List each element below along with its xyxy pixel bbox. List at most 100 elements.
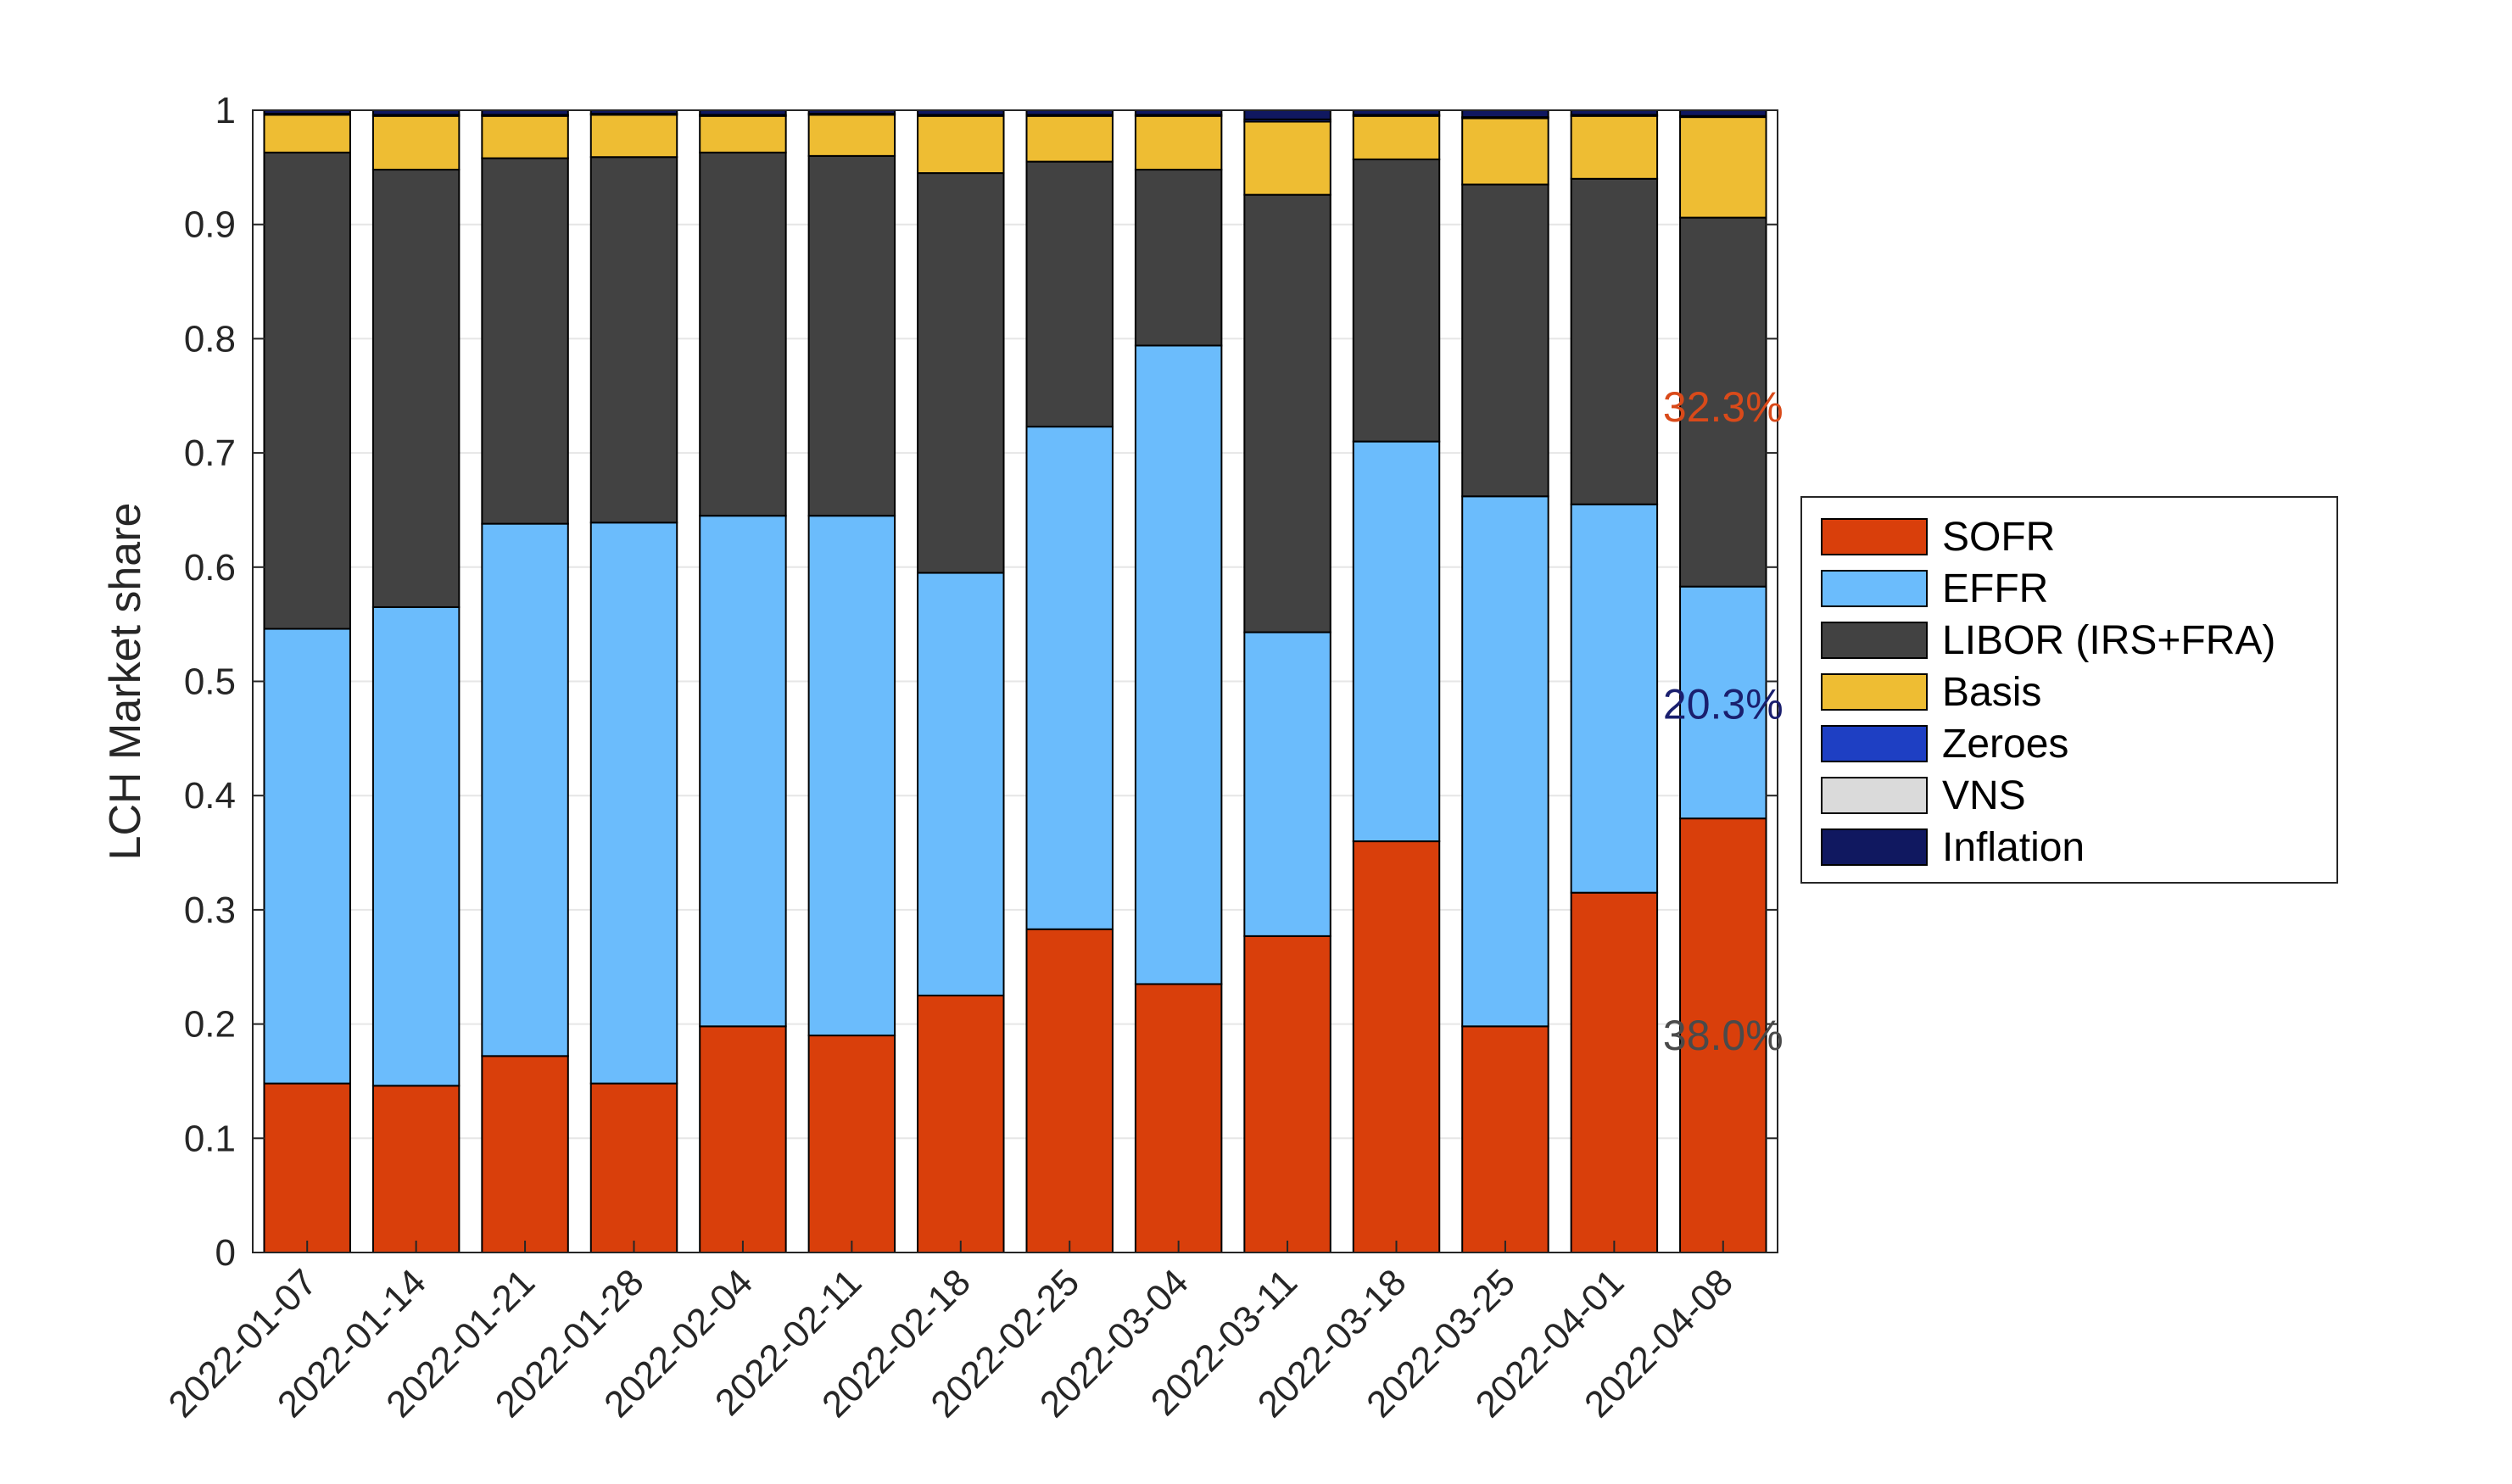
y-tick-label: 1 (215, 90, 236, 131)
bar-segment-sofr (1679, 817, 1767, 1253)
bar-segment-effr (917, 572, 1005, 996)
bar-segment-basis (371, 114, 461, 171)
bar-segment-sofr (699, 1025, 787, 1253)
bar-segment-libor-irs-fra (1352, 158, 1441, 443)
legend-swatch (1821, 518, 1928, 555)
legend-item: SOFR (1821, 515, 2055, 560)
y-tick-label: 0 (215, 1232, 236, 1274)
annotation-label: 20.3% (1663, 680, 1784, 728)
y-tick-label: 0.4 (184, 775, 236, 817)
bar-segment-libor-irs-fra (1025, 160, 1114, 428)
bar-segment-libor-irs-fra (1243, 193, 1331, 633)
y-tick-label: 0.8 (184, 318, 236, 360)
bar-segment-effr (807, 515, 896, 1037)
bar-segment-libor-irs-fra (1679, 216, 1767, 588)
y-tick-label: 0.9 (184, 204, 236, 246)
legend: SOFR EFFR LIBOR (IRS+FRA) Basis Zeroes VNS Inf… (1800, 496, 2338, 884)
bar-segment-basis (699, 114, 787, 153)
bar-segment-basis (1461, 117, 1549, 186)
legend-swatch (1821, 828, 1928, 866)
bar-segment-effr (1243, 631, 1331, 937)
bar-segment-basis (1134, 114, 1223, 171)
legend-item: LIBOR (IRS+FRA) (1821, 618, 2275, 663)
bar-segment-sofr (1134, 983, 1223, 1253)
legend-label: Zeroes (1942, 722, 2068, 767)
bar-segment-basis (1243, 120, 1331, 196)
bar-segment-basis (1679, 116, 1767, 219)
y-tick-label: 0.7 (184, 432, 236, 474)
bar-segment-basis (917, 114, 1005, 175)
bar-segment-effr (699, 515, 787, 1028)
legend-item: Inflation (1821, 825, 2085, 870)
y-tick-label: 0.3 (184, 890, 236, 931)
bar-segment-sofr (1461, 1025, 1549, 1253)
bar-segment-libor-irs-fra (589, 156, 678, 524)
legend-swatch (1821, 725, 1928, 762)
bar-segment-inflation (1461, 109, 1549, 119)
bar-segment-libor-irs-fra (699, 151, 787, 517)
bar-segment-libor-irs-fra (1134, 169, 1223, 347)
legend-item: Zeroes (1821, 722, 2068, 767)
bar-segment-sofr (589, 1082, 678, 1254)
annotations: 32.3% 20.3% 38.0% (1663, 383, 1784, 1059)
legend-swatch (1821, 622, 1928, 659)
bar-segment-effr (1025, 426, 1114, 930)
y-tick-label: 0.5 (184, 661, 236, 703)
bar-segment-effr (589, 522, 678, 1085)
legend-items: SOFR EFFR LIBOR (IRS+FRA) Basis Zeroes VNS Inf… (1821, 515, 2275, 870)
bar-segment-libor-irs-fra (481, 157, 569, 525)
bar-segment-sofr (371, 1085, 461, 1254)
annotation-label: 32.3% (1663, 383, 1784, 431)
bar-segment-sofr (1352, 840, 1441, 1254)
bar-segment-effr (1134, 344, 1223, 985)
bar-segment-basis (589, 114, 678, 159)
bar-segment-libor-irs-fra (1570, 177, 1659, 505)
bar-segment-basis (1352, 114, 1441, 160)
legend-item: VNS (1821, 773, 2026, 818)
legend-swatch (1821, 570, 1928, 607)
bar-segment-effr (1570, 503, 1659, 894)
bar-segment-basis (1570, 114, 1659, 180)
y-tick-label: 0.2 (184, 1004, 236, 1046)
bar-segment-inflation (1679, 109, 1767, 117)
bar-segment-effr (371, 605, 461, 1087)
annotation-label: 38.0% (1663, 1012, 1784, 1059)
bar-segment-sofr (481, 1055, 569, 1254)
bar-segment-effr (1679, 585, 1767, 820)
bar-segment-effr (263, 628, 351, 1085)
legend-label: Inflation (1942, 825, 2085, 870)
bar-segment-effr (1461, 495, 1549, 1028)
legend-label: Basis (1942, 670, 2041, 715)
y-tick-label: 0.6 (184, 547, 236, 589)
bar-segment-basis (807, 114, 896, 157)
legend-label: LIBOR (IRS+FRA) (1942, 618, 2275, 663)
legend-label: VNS (1942, 773, 2026, 818)
bar-segment-libor-irs-fra (807, 154, 896, 517)
bar-segment-sofr (1243, 934, 1331, 1253)
bar-segment-effr (481, 522, 569, 1057)
legend-label: SOFR (1942, 515, 2055, 560)
bar-segment-libor-irs-fra (263, 151, 351, 630)
bar-segment-sofr (1570, 891, 1659, 1253)
bar-segment-libor-irs-fra (917, 172, 1005, 574)
bar-segment-basis (1025, 114, 1114, 163)
bar-segment-libor-irs-fra (1461, 183, 1549, 498)
y-tick-label: 0.1 (184, 1118, 236, 1159)
y-axis-label: LCH Market share (101, 503, 150, 861)
bar-segment-basis (263, 114, 351, 153)
bar-segment-inflation (1243, 109, 1331, 120)
legend-swatch (1821, 673, 1928, 711)
bar-segment-basis (481, 114, 569, 159)
legend-label: EFFR (1942, 566, 2048, 611)
bars (263, 109, 1767, 1254)
bar-segment-sofr (263, 1082, 351, 1254)
bar-segment-sofr (807, 1035, 896, 1253)
bar-segment-libor-irs-fra (371, 169, 461, 608)
legend-item: EFFR (1821, 566, 2048, 611)
bar-segment-sofr (1025, 928, 1114, 1253)
bar-segment-effr (1352, 440, 1441, 843)
legend-item: Basis (1821, 670, 2041, 715)
legend-swatch (1821, 777, 1928, 814)
bar-segment-sofr (917, 994, 1005, 1254)
